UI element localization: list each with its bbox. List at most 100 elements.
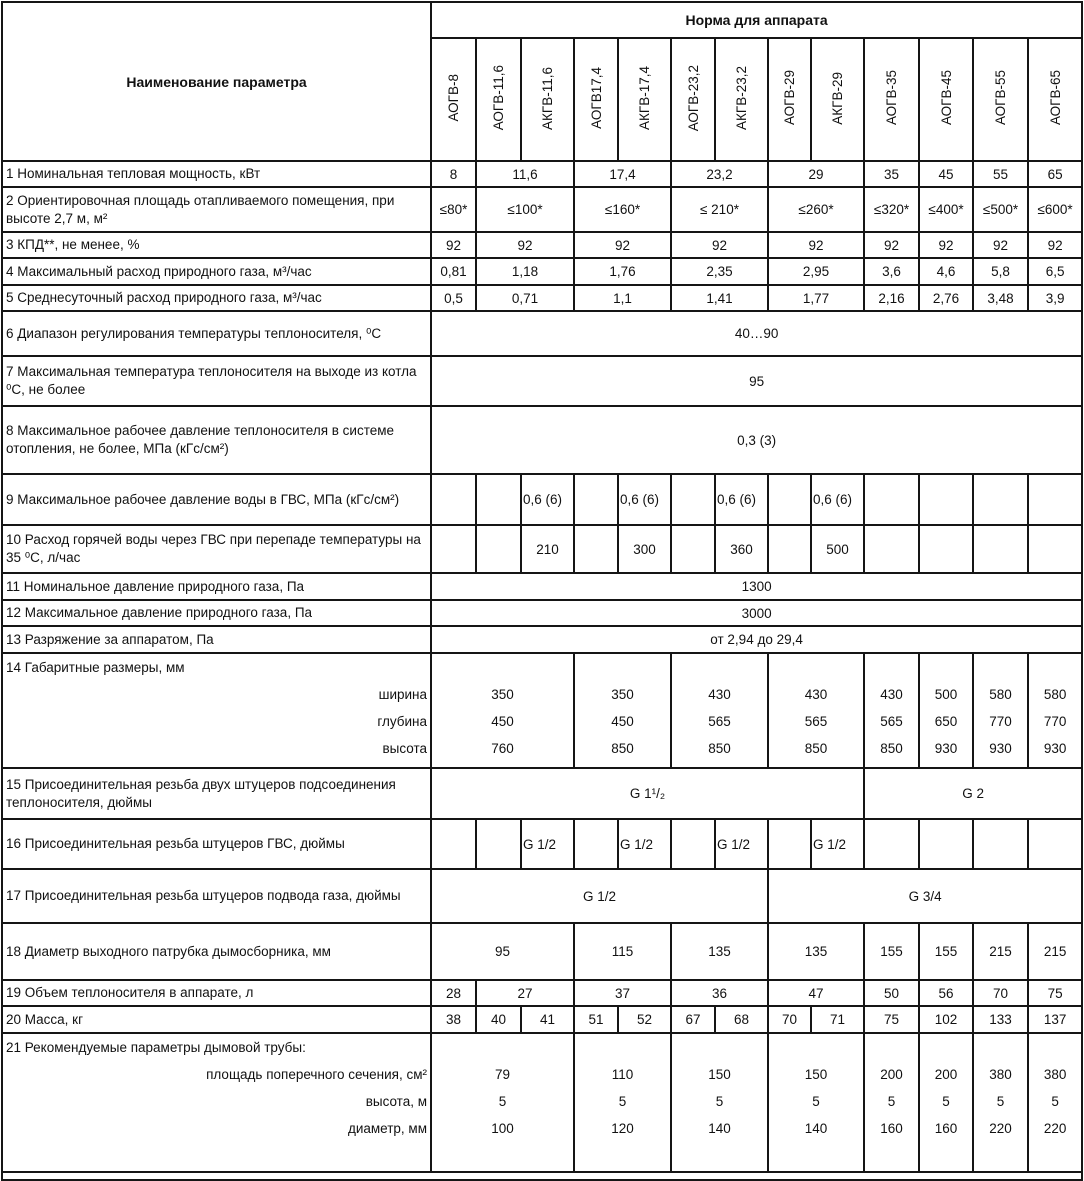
value-text: 350 xyxy=(491,687,514,702)
value-text: 1,77 xyxy=(802,290,830,306)
value-text: 92 xyxy=(808,237,824,253)
parameter-label: 11 Номинальное давление природного газа,… xyxy=(1,572,432,601)
value-text: 5 xyxy=(715,1094,724,1109)
value-text: 0,6 (6) xyxy=(813,492,853,507)
value-cell: 110 5 120 xyxy=(573,1032,672,1173)
value-cell: 8 xyxy=(430,160,477,188)
table-row: 4 Максимальный расход природного газа, м… xyxy=(1,257,1084,286)
value-text: 850 xyxy=(611,741,634,756)
value-text: 0,6 (6) xyxy=(620,492,660,507)
value-cell: 200 5 160 xyxy=(863,1032,920,1173)
parameter-sublabel: высота xyxy=(382,741,427,756)
value-cell: 65 xyxy=(1026,160,1084,188)
model-header-row: АОГВ-8 АОГВ-11,6 АКГВ-11,6 АОГВ17,4 АКГВ-17,… xyxy=(2,37,1084,162)
parameter-label: 13 Разряжение за аппаратом, Па xyxy=(1,625,432,654)
value-cell: G 1/2 xyxy=(520,818,575,870)
value-spacer xyxy=(433,1035,572,1061)
value-cell: от 2,94 до 29,4 xyxy=(429,625,1084,654)
parameter-sublabel: ширина xyxy=(378,687,427,702)
value-cell: 28 xyxy=(430,979,477,1007)
model-name: АОГВ-35 xyxy=(884,70,899,126)
value-text: 220 xyxy=(1043,1121,1067,1136)
value-spacer xyxy=(975,655,1026,681)
value-cell: 380 5 220 xyxy=(1026,1032,1084,1173)
value-cell: G 3/4 xyxy=(766,868,1084,924)
model-name: АОГВ-45 xyxy=(938,70,954,126)
value-text: 5 xyxy=(887,1094,896,1109)
value-cell: 79 5 100 xyxy=(430,1032,575,1173)
parameter-label-text: 6 Диапазон регулирования температуры теп… xyxy=(6,325,382,341)
model-header: АКГВ-29 xyxy=(810,37,865,162)
value-cell: G 2 xyxy=(862,767,1084,820)
parameter-label-text: 17 Присоединительная резьба штуцеров под… xyxy=(6,888,401,903)
parameter-label: 15 Присоединительная резьба двух штуцеро… xyxy=(1,767,432,820)
value-cell: 2,35 xyxy=(670,257,769,286)
value-text: 65 xyxy=(1047,166,1063,182)
value-text: от 2,94 до 29,4 xyxy=(710,632,803,647)
value-cell xyxy=(863,524,920,574)
value-cell: ≤100* xyxy=(475,186,575,233)
value-text: 1,1 xyxy=(613,290,632,306)
value-cell xyxy=(670,524,716,574)
value-cell: 92 xyxy=(972,231,1029,259)
value-cell: 150 5 140 xyxy=(670,1032,769,1173)
value-cell: G 1/2 xyxy=(714,818,769,870)
value-text: 75 xyxy=(883,1012,900,1027)
model-header: АКГВ-11,6 xyxy=(520,37,575,162)
value-cell: 1,77 xyxy=(767,284,865,312)
value-text: 3,48 xyxy=(987,290,1014,306)
value-cell: 50 xyxy=(863,979,920,1007)
value-cell: 56 xyxy=(918,979,974,1007)
parameter-label: 14 Габаритные размеры, мм ширина глубина вы… xyxy=(1,652,432,769)
value-cell: 1,1 xyxy=(573,284,672,312)
table-row: 18 Диаметр выходного патрубка дымосборни… xyxy=(1,922,1084,981)
empty-cell xyxy=(0,1171,1084,1181)
value-spacer xyxy=(1030,655,1080,681)
value-text: 3000 xyxy=(741,605,772,621)
value-cell: ≤600* xyxy=(1026,186,1084,233)
value-text: 360 xyxy=(730,541,753,557)
value-cell: 350 450 850 xyxy=(573,652,672,769)
value-cell: 41 xyxy=(520,1005,575,1034)
value-cell: 580 770 930 xyxy=(1026,652,1084,769)
value-cell: 45 xyxy=(918,160,974,188)
value-cell: 35 xyxy=(863,160,920,188)
param-column-header: Наименование параметра xyxy=(1,1,432,162)
value-cell: 155 xyxy=(863,922,920,981)
parameter-label: 6 Диапазон регулирования температуры теп… xyxy=(1,310,432,357)
model-name: АКГВ-29 xyxy=(830,71,845,125)
table-row: 15 Присоединительная резьба двух штуцеро… xyxy=(1,767,1084,820)
value-text: 380 xyxy=(1043,1067,1067,1082)
value-cell: 133 xyxy=(972,1005,1029,1034)
value-text: 850 xyxy=(880,741,903,756)
model-name: АОГВ-29 xyxy=(782,70,797,126)
value-spacer xyxy=(770,1035,862,1061)
value-cell: 135 xyxy=(670,922,769,981)
value-cell: 95 xyxy=(429,355,1084,407)
value-spacer xyxy=(576,655,669,681)
parameter-label: 7 Максимальная температура теплоносителя… xyxy=(1,355,432,407)
value-cell xyxy=(767,473,812,526)
value-text: ≤400* xyxy=(928,202,964,217)
value-cell: 0,6 (6) xyxy=(520,473,575,526)
value-cell: 55 xyxy=(972,160,1029,188)
value-cell: 1,41 xyxy=(670,284,769,312)
value-cell: ≤320* xyxy=(863,186,920,233)
value-text: 92 xyxy=(711,237,728,253)
value-text: 56 xyxy=(938,985,954,1001)
value-cell xyxy=(767,524,812,574)
value-spacer xyxy=(433,655,572,681)
value-cell: 95 xyxy=(430,922,575,981)
value-cell xyxy=(573,473,619,526)
table-row: 3 КПД**, не менее, % 92 92 92 92 92 92 92 92 92 xyxy=(1,231,1084,259)
table-row: 20 Масса, кг 38 40 41 51 52 67 68 70 71 75 102 133 13… xyxy=(1,1005,1084,1034)
value-cell: 92 xyxy=(1026,231,1084,259)
value-text: 650 xyxy=(934,714,958,729)
value-text: 380 xyxy=(989,1067,1012,1082)
value-cell: 47 xyxy=(767,979,865,1007)
table-row: 10 Расход горячей воды через ГВС при пер… xyxy=(1,524,1084,574)
parameter-label-text: 2 Ориентировочная площадь отапливаемого … xyxy=(6,192,395,226)
parameter-sublabel: высота, м xyxy=(365,1094,427,1109)
parameter-label: 4 Максимальный расход природного газа, м… xyxy=(1,257,432,286)
value-cell: 150 5 140 xyxy=(767,1032,865,1173)
